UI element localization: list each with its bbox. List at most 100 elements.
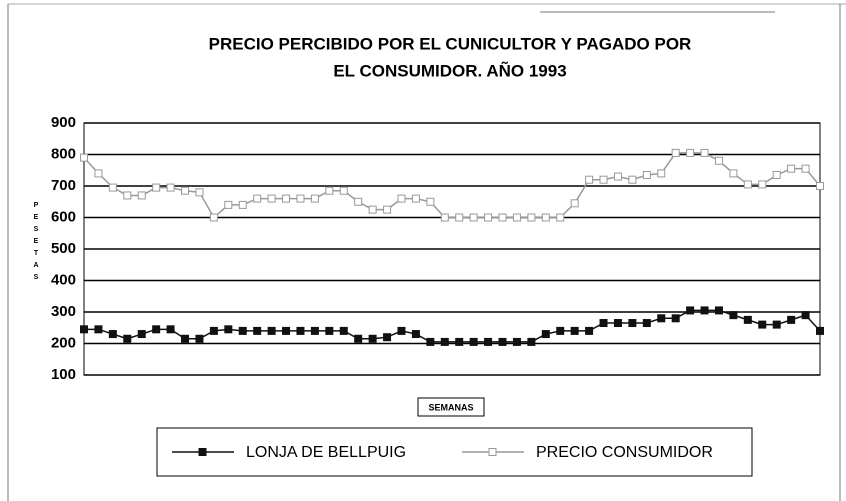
marker [267, 194, 276, 203]
marker [729, 169, 738, 178]
marker [368, 334, 377, 343]
marker [137, 191, 146, 200]
marker [411, 194, 420, 203]
marker [599, 175, 608, 184]
marker [224, 325, 233, 334]
marker [657, 169, 666, 178]
marker [108, 330, 117, 339]
chart-title: PRECIO PERCIBIDO POR EL CUNICULTOR Y PAG… [209, 34, 692, 53]
marker [628, 319, 637, 328]
marker [801, 164, 810, 173]
marker [570, 326, 579, 335]
marker [282, 194, 291, 203]
marker [599, 319, 608, 328]
marker [772, 320, 781, 329]
legend-marker [198, 448, 207, 456]
marker [209, 213, 218, 222]
y-tick-label: 500 [51, 240, 76, 257]
marker [123, 191, 132, 200]
marker [455, 337, 464, 346]
marker [469, 337, 478, 346]
marker [570, 199, 579, 208]
marker [238, 200, 247, 209]
marker [296, 194, 305, 203]
marker [801, 311, 810, 320]
legend-label: PRECIO CONSUMIDOR [536, 444, 713, 461]
marker [642, 170, 651, 179]
marker [181, 186, 190, 195]
marker [354, 197, 363, 206]
marker [714, 156, 723, 165]
series-line [83, 152, 821, 219]
marker [758, 320, 767, 329]
y-tick-label: 800 [51, 145, 76, 162]
marker [325, 186, 334, 195]
marker [152, 183, 161, 192]
x-label-box [417, 397, 485, 417]
marker [484, 337, 493, 346]
marker [700, 148, 709, 157]
marker [166, 325, 175, 334]
marker [94, 169, 103, 178]
marker [787, 164, 796, 173]
marker [253, 326, 262, 335]
marker [296, 326, 305, 335]
marker [657, 314, 666, 323]
legend-marker [488, 448, 497, 456]
marker [282, 326, 291, 335]
marker [397, 194, 406, 203]
marker [224, 200, 233, 209]
marker [80, 325, 88, 334]
marker [585, 175, 594, 184]
marker [613, 319, 622, 328]
marker [671, 314, 680, 323]
marker [758, 180, 767, 189]
marker [512, 337, 521, 346]
y-tick-label: 300 [51, 303, 76, 320]
legend-label: LONJA DE BELLPUIG [246, 444, 406, 461]
marker [325, 326, 334, 335]
marker [123, 334, 132, 343]
marker [440, 213, 449, 222]
marker [455, 213, 464, 222]
marker [339, 186, 348, 195]
marker [339, 326, 348, 335]
y-tick-label: 400 [51, 271, 76, 288]
y-tick-label: 900 [51, 114, 76, 131]
marker [816, 182, 824, 190]
marker [209, 326, 218, 335]
marker [152, 325, 161, 334]
marker [94, 325, 103, 334]
marker [541, 330, 550, 339]
marker [743, 180, 752, 189]
y-tick-label: 200 [51, 334, 76, 351]
y-tick-label: 600 [51, 208, 76, 225]
y-tick-label: 100 [51, 366, 76, 383]
marker [426, 337, 435, 346]
marker [469, 213, 478, 222]
marker [585, 326, 594, 335]
marker [743, 315, 752, 324]
marker [267, 326, 276, 335]
marker [310, 326, 319, 335]
marker [195, 334, 204, 343]
legend-box [156, 427, 753, 477]
marker [498, 213, 507, 222]
marker [816, 326, 824, 335]
marker [166, 183, 175, 192]
marker [613, 172, 622, 181]
marker [397, 326, 406, 335]
marker [354, 334, 363, 343]
marker [181, 334, 190, 343]
marker [368, 205, 377, 214]
marker [108, 183, 117, 192]
marker [541, 213, 550, 222]
marker [787, 315, 796, 324]
marker [137, 330, 146, 339]
y-tick-label: 700 [51, 177, 76, 194]
marker [527, 337, 536, 346]
marker [556, 213, 565, 222]
marker [195, 188, 204, 197]
